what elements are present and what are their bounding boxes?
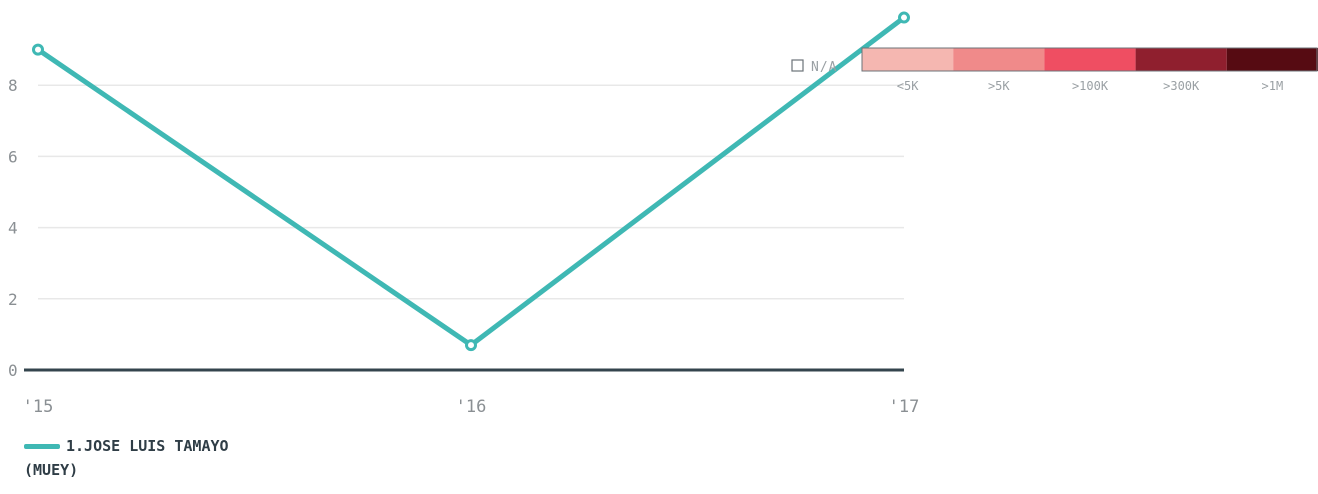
data-point xyxy=(32,43,44,56)
y-tick-label: 6 xyxy=(8,147,18,166)
data-point xyxy=(898,11,910,24)
na-swatch xyxy=(791,59,804,72)
series-legend: 1.JOSE LUIS TAMAYO (MUEY) xyxy=(24,434,229,482)
data-point xyxy=(465,339,477,352)
na-label: N/A xyxy=(811,60,837,75)
x-tick-label: '16 xyxy=(456,397,487,417)
x-axis-ticks: '15 '16 '17 xyxy=(23,397,920,417)
series-layer xyxy=(32,11,910,352)
x-tick-label: '17 xyxy=(889,397,920,417)
grid-lines xyxy=(38,84,904,300)
scale-swatch xyxy=(862,48,954,71)
scale-swatch xyxy=(1044,48,1136,71)
x-tick-label: '15 xyxy=(23,397,54,417)
scale-label: >1M xyxy=(1262,79,1284,93)
series-line xyxy=(35,15,907,348)
legend-swatch xyxy=(24,443,60,449)
legend-series-suffix: (MUEY) xyxy=(24,461,79,479)
scale-label: >300K xyxy=(1163,79,1200,93)
y-tick-label: 0 xyxy=(8,361,18,380)
scale-swatch xyxy=(1226,48,1318,71)
scale-border xyxy=(861,47,1318,72)
scale-label: >100K xyxy=(1072,79,1109,93)
scale-swatch xyxy=(1135,48,1227,71)
y-tick-label: 4 xyxy=(8,219,18,238)
y-tick-label: 8 xyxy=(8,76,18,95)
scale-swatch xyxy=(953,48,1045,71)
legend-item[interactable]: 1.JOSE LUIS TAMAYO xyxy=(24,434,229,458)
y-tick-label: 2 xyxy=(8,290,18,309)
color-scale-legend: N/A <5K >5K >100K >300K >1M xyxy=(791,47,1318,93)
scale-label: >5K xyxy=(988,79,1010,93)
y-axis-ticks: 0 2 4 6 8 xyxy=(8,76,18,380)
scale-label: <5K xyxy=(897,79,919,93)
legend-series-name: 1.JOSE LUIS TAMAYO xyxy=(66,437,229,455)
